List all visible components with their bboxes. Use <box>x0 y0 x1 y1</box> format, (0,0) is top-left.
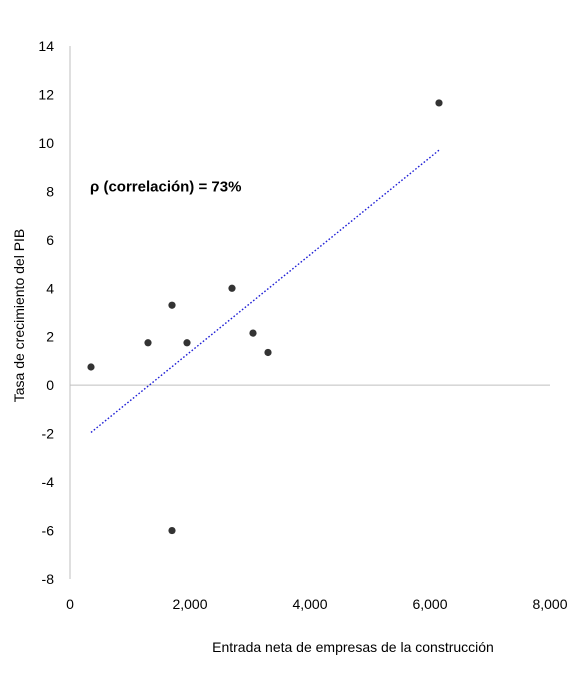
data-point <box>144 339 152 347</box>
y-tick-label: 12 <box>38 86 54 102</box>
x-tick-label: 6,000 <box>412 596 447 612</box>
axes <box>69 46 550 579</box>
y-tick-label: -6 <box>42 523 55 539</box>
x-tick-label: 4,000 <box>292 596 327 612</box>
data-point <box>183 339 191 347</box>
x-tick-label: 2,000 <box>172 596 207 612</box>
y-tick-label: 0 <box>46 377 54 393</box>
x-axis-title: Entrada neta de empresas de la construcc… <box>212 639 494 655</box>
y-tick-label: 4 <box>46 280 54 296</box>
y-tick-label: 2 <box>46 329 54 345</box>
y-tick-label: -4 <box>42 474 55 490</box>
x-tick-label: 8,000 <box>532 596 567 612</box>
data-points <box>87 99 443 535</box>
tick-labels: -8 -6 -4 -2 0 2 4 6 8 10 12 14 0 2,000 4,000 6,000 8,000 <box>38 38 567 612</box>
y-tick-label: 6 <box>46 232 54 248</box>
y-tick-label: 10 <box>38 135 54 151</box>
data-point <box>264 348 272 357</box>
y-tick-label: -8 <box>42 571 55 587</box>
y-axis-title: Tasa de crecimiento del PIB <box>11 229 27 403</box>
y-tick-label: 8 <box>46 183 54 199</box>
x-tick-label: 0 <box>66 596 74 612</box>
y-tick-label: 14 <box>38 38 54 54</box>
data-point <box>228 284 236 292</box>
data-point <box>249 329 257 337</box>
trendline <box>90 149 440 433</box>
trendline-layer <box>90 149 440 433</box>
data-point <box>168 301 176 309</box>
data-point <box>435 99 443 107</box>
y-tick-label: -2 <box>42 426 55 442</box>
data-point <box>87 363 95 371</box>
data-point <box>168 526 176 535</box>
correlation-annotation: ρ (correlación) = 73% <box>90 178 241 195</box>
